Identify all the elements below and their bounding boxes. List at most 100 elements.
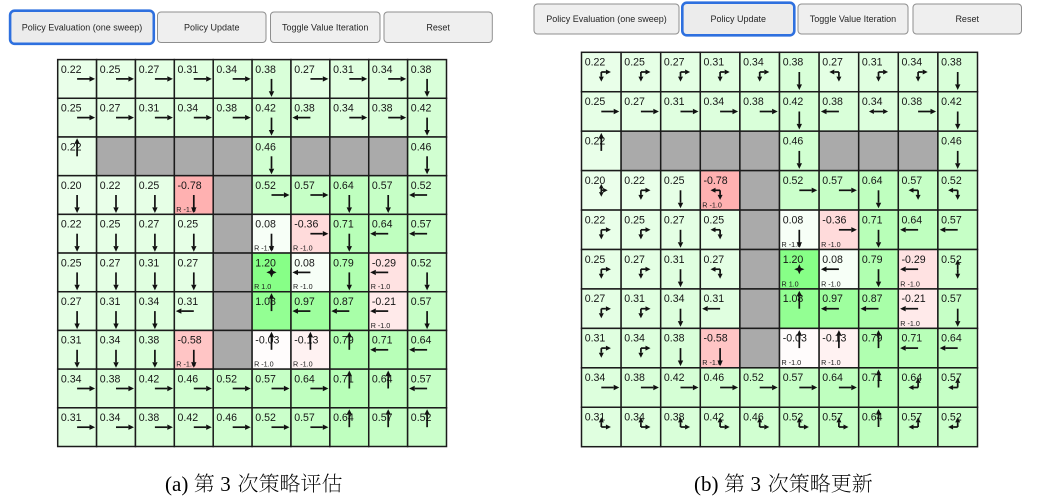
svg-text:0.34: 0.34 bbox=[333, 103, 354, 115]
svg-text:0.08: 0.08 bbox=[783, 214, 804, 226]
svg-text:0.25: 0.25 bbox=[624, 57, 645, 69]
svg-text:0.27: 0.27 bbox=[139, 64, 160, 76]
svg-text:R -1.0: R -1.0 bbox=[371, 282, 391, 291]
svg-text:R 1.0: R 1.0 bbox=[254, 282, 271, 291]
svg-text:-0.36: -0.36 bbox=[294, 219, 318, 231]
svg-text:0.25: 0.25 bbox=[585, 254, 606, 266]
svg-text:0.38: 0.38 bbox=[216, 103, 237, 115]
svg-text:0.31: 0.31 bbox=[862, 57, 883, 69]
svg-text:0.71: 0.71 bbox=[862, 214, 883, 226]
svg-text:0.46: 0.46 bbox=[704, 372, 725, 384]
svg-text:0.52: 0.52 bbox=[411, 257, 432, 269]
svg-text:-0.03: -0.03 bbox=[783, 333, 807, 345]
svg-text:0.46: 0.46 bbox=[411, 141, 432, 153]
svg-text:0.57: 0.57 bbox=[294, 180, 315, 192]
svg-text:0.27: 0.27 bbox=[178, 257, 199, 269]
svg-text:0.31: 0.31 bbox=[704, 293, 725, 305]
svg-text:0.79: 0.79 bbox=[862, 254, 883, 266]
svg-text:0.22: 0.22 bbox=[61, 219, 82, 231]
svg-text:0.38: 0.38 bbox=[139, 412, 160, 424]
svg-text:R -1.0: R -1.0 bbox=[782, 358, 802, 367]
svg-text:0.64: 0.64 bbox=[941, 333, 962, 345]
svg-text:0.08: 0.08 bbox=[255, 219, 276, 231]
svg-text:0.42: 0.42 bbox=[255, 103, 276, 115]
svg-text:Policy Evaluation (one sweep): Policy Evaluation (one sweep) bbox=[22, 22, 143, 32]
svg-text:0.57: 0.57 bbox=[941, 293, 962, 305]
svg-text:-0.13: -0.13 bbox=[294, 335, 318, 347]
svg-text:0.25: 0.25 bbox=[61, 257, 82, 269]
svg-text:0.34: 0.34 bbox=[624, 333, 645, 345]
svg-text:R -1.0: R -1.0 bbox=[821, 358, 841, 367]
svg-text:0.25: 0.25 bbox=[178, 219, 199, 231]
svg-text:0.57: 0.57 bbox=[941, 214, 962, 226]
svg-text:0.42: 0.42 bbox=[178, 412, 199, 424]
svg-text:1.20: 1.20 bbox=[255, 257, 276, 269]
svg-text:0.71: 0.71 bbox=[333, 219, 354, 231]
svg-text:0.20: 0.20 bbox=[61, 180, 82, 192]
svg-text:Policy Evaluation (one sweep): Policy Evaluation (one sweep) bbox=[546, 14, 667, 24]
svg-text:R -1.0: R -1.0 bbox=[702, 358, 722, 367]
svg-text:0.38: 0.38 bbox=[822, 96, 843, 108]
svg-text:0.42: 0.42 bbox=[941, 96, 962, 108]
svg-text:0.25: 0.25 bbox=[585, 96, 606, 108]
svg-text:0.57: 0.57 bbox=[411, 219, 432, 231]
svg-text:R -1.0: R -1.0 bbox=[900, 319, 920, 328]
svg-text:Reset: Reset bbox=[426, 22, 450, 32]
svg-text:0.52: 0.52 bbox=[743, 372, 764, 384]
svg-text:R -1.0: R -1.0 bbox=[293, 282, 313, 291]
svg-text:0.27: 0.27 bbox=[100, 257, 121, 269]
svg-text:0.57: 0.57 bbox=[783, 372, 804, 384]
svg-text:0.38: 0.38 bbox=[139, 335, 160, 347]
svg-text:0.42: 0.42 bbox=[783, 96, 804, 108]
svg-text:0.79: 0.79 bbox=[333, 257, 354, 269]
svg-text:0.31: 0.31 bbox=[178, 296, 199, 308]
svg-text:0.38: 0.38 bbox=[743, 96, 764, 108]
svg-text:-0.78: -0.78 bbox=[178, 180, 202, 192]
svg-text:0.31: 0.31 bbox=[664, 96, 685, 108]
svg-text:0.87: 0.87 bbox=[333, 296, 354, 308]
svg-text:0.34: 0.34 bbox=[862, 96, 883, 108]
svg-text:0.46: 0.46 bbox=[255, 141, 276, 153]
svg-text:0.34: 0.34 bbox=[664, 293, 685, 305]
svg-text:0.57: 0.57 bbox=[822, 175, 843, 187]
svg-text:0.25: 0.25 bbox=[100, 219, 121, 231]
svg-text:0.52: 0.52 bbox=[255, 180, 276, 192]
svg-text:0.34: 0.34 bbox=[372, 64, 393, 76]
svg-text:-0.58: -0.58 bbox=[704, 333, 728, 345]
svg-text:0.52: 0.52 bbox=[255, 412, 276, 424]
svg-text:0.34: 0.34 bbox=[585, 372, 606, 384]
svg-text:0.31: 0.31 bbox=[664, 254, 685, 266]
svg-text:0.25: 0.25 bbox=[704, 214, 725, 226]
svg-text:R -1.0: R -1.0 bbox=[900, 279, 920, 288]
svg-text:R -1.0: R -1.0 bbox=[176, 205, 196, 214]
svg-text:0.97: 0.97 bbox=[822, 293, 843, 305]
svg-text:R -1.0: R -1.0 bbox=[254, 360, 274, 369]
svg-text:(b): (b) bbox=[694, 472, 719, 496]
svg-text:0.46: 0.46 bbox=[216, 412, 237, 424]
svg-text:0.25: 0.25 bbox=[624, 214, 645, 226]
svg-text:0.52: 0.52 bbox=[411, 180, 432, 192]
svg-text:0.34: 0.34 bbox=[139, 296, 160, 308]
svg-text:0.22: 0.22 bbox=[585, 214, 606, 226]
svg-text:0.38: 0.38 bbox=[783, 57, 804, 69]
svg-text:Policy Update: Policy Update bbox=[711, 14, 767, 24]
svg-text:0.27: 0.27 bbox=[704, 254, 725, 266]
svg-text:0.34: 0.34 bbox=[902, 57, 923, 69]
svg-text:0.20: 0.20 bbox=[585, 175, 606, 187]
svg-text:0.64: 0.64 bbox=[822, 372, 843, 384]
svg-text:-0.13: -0.13 bbox=[822, 333, 846, 345]
svg-text:R -1.0: R -1.0 bbox=[702, 201, 722, 210]
svg-text:0.57: 0.57 bbox=[411, 296, 432, 308]
svg-text:0.31: 0.31 bbox=[178, 64, 199, 76]
svg-text:0.42: 0.42 bbox=[664, 372, 685, 384]
svg-text:R -1.0: R -1.0 bbox=[293, 243, 313, 252]
svg-text:-0.03: -0.03 bbox=[255, 335, 279, 347]
svg-text:0.57: 0.57 bbox=[255, 373, 276, 385]
svg-text:0.27: 0.27 bbox=[100, 103, 121, 115]
svg-text:0.97: 0.97 bbox=[294, 296, 315, 308]
svg-text:0.27: 0.27 bbox=[294, 64, 315, 76]
svg-text:0.27: 0.27 bbox=[61, 296, 82, 308]
svg-text:-0.21: -0.21 bbox=[372, 296, 396, 308]
svg-text:0.64: 0.64 bbox=[333, 180, 354, 192]
svg-text:R -1.0: R -1.0 bbox=[293, 360, 313, 369]
